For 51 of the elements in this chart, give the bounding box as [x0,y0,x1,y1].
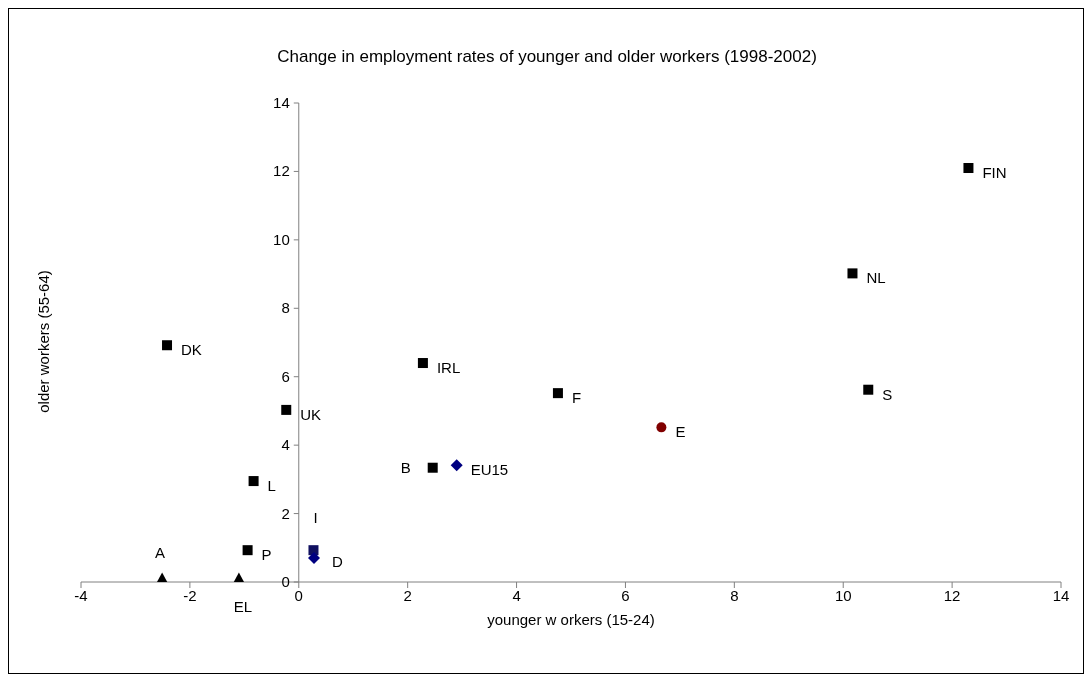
point [427,462,438,473]
series-label: FIN [982,164,1007,182]
series-label: S [882,385,893,403]
x-tick-label: -4 [74,586,88,604]
x-tick-label: 6 [621,586,630,604]
series-label: NL [866,269,886,287]
x-tick-label: 14 [1052,586,1070,604]
y-tick-label: 8 [281,299,290,317]
point [656,422,667,433]
point [308,552,321,565]
series-label: DK [181,341,202,359]
x-tick-label: 10 [834,586,852,604]
point [417,358,428,369]
x-tick-label: 4 [512,586,521,604]
point [281,404,292,415]
point [847,268,858,279]
y-tick-label: 4 [281,436,290,454]
series-label: UK [300,405,322,423]
x-axis-title: younger w orkers (15-24) [487,611,655,628]
x-tick-label: 0 [294,586,303,604]
series-label: B [400,458,411,476]
series-label: IRL [436,359,461,377]
series-label: F [571,389,582,407]
y-tick-label: 12 [273,162,290,180]
x-tick-label: 8 [730,586,739,604]
point [308,545,319,556]
series-label: L [267,477,276,495]
series-label: E [675,423,686,441]
point [162,340,173,351]
series-label: I [313,509,318,527]
series-label: EU15 [470,461,509,479]
y-tick-label: 0 [281,573,290,590]
point [248,476,259,487]
y-tick-label: 2 [281,504,290,522]
point [963,163,974,174]
point [552,388,563,399]
point [863,384,874,395]
y-tick-label: 10 [273,230,290,248]
x-tick-label: 12 [943,586,961,604]
y-tick-label: 14 [273,94,290,111]
point [450,459,463,472]
x-tick-label: 2 [403,586,412,604]
series-label: A [155,543,166,561]
series-label: D [332,553,344,571]
point [242,545,253,556]
y-tick-label: 6 [281,367,290,385]
x-tick-label: -2 [183,586,197,604]
y-axis-title: older workers (55-64) [34,268,52,415]
series-label: EL [233,597,253,615]
chart-title: Change in employment rates of younger and older workers (1998-2002) [276,47,818,67]
series-label: P [261,546,272,564]
